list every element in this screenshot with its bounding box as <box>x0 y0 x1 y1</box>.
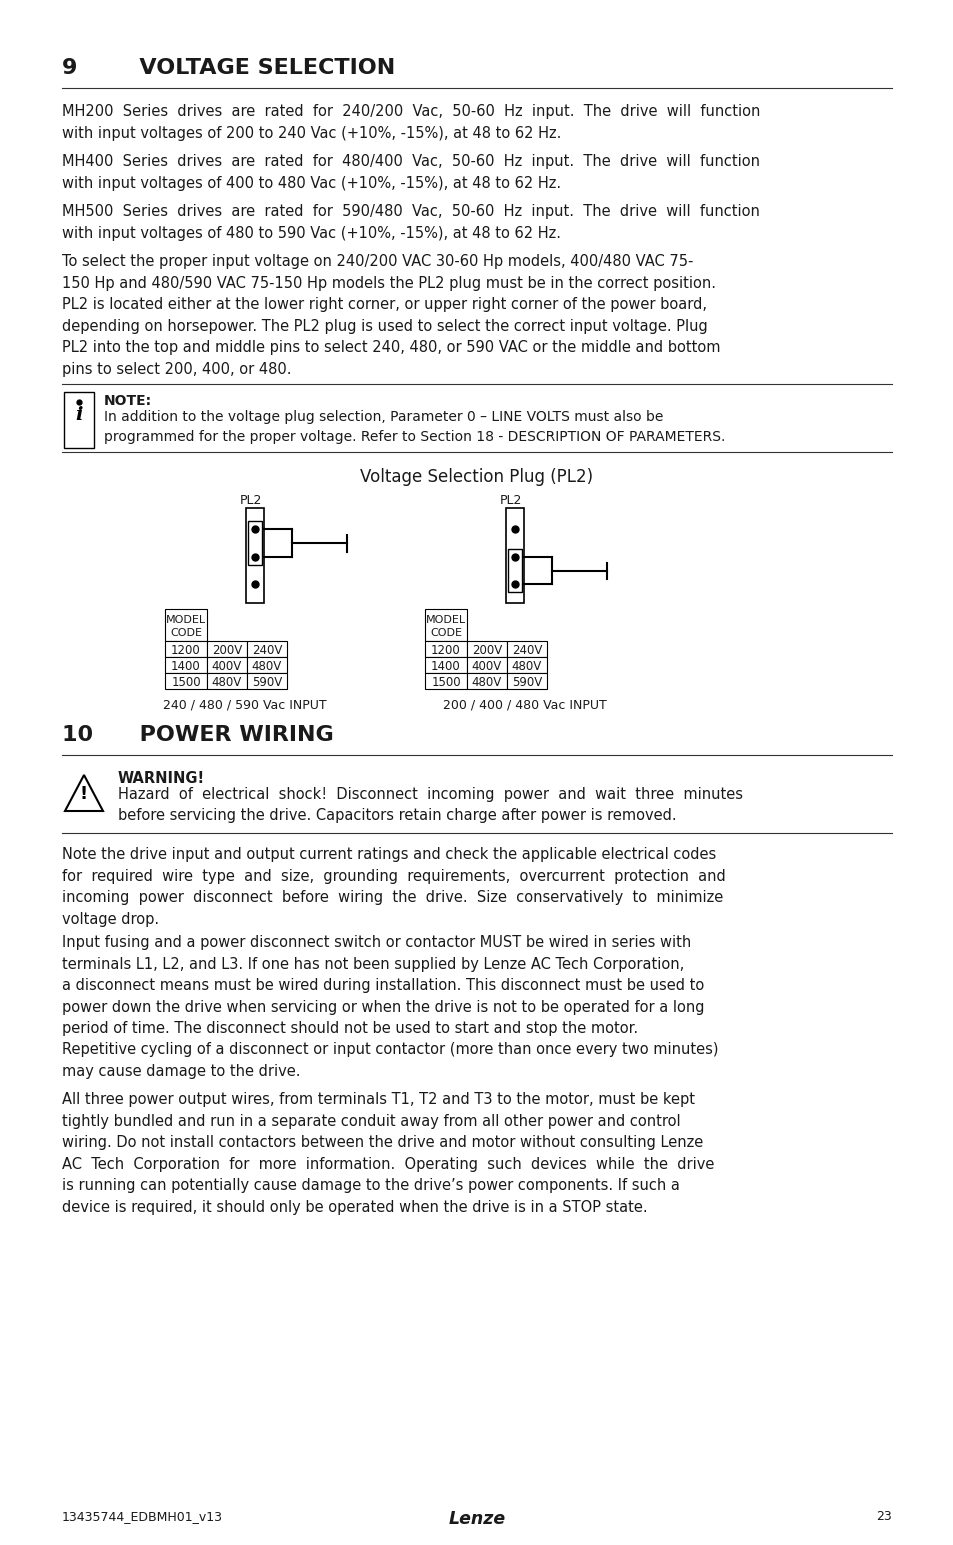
Text: 400V: 400V <box>212 660 242 674</box>
Bar <box>247 657 287 674</box>
Text: PL2: PL2 <box>499 494 522 507</box>
Text: 200V: 200V <box>472 644 501 657</box>
Text: 590V: 590V <box>512 677 541 689</box>
Text: MH500  Series  drives  are  rated  for  590/480  Vac,  50-60  Hz  input.  The  d: MH500 Series drives are rated for 590/48… <box>62 204 760 241</box>
Text: 590V: 590V <box>252 677 282 689</box>
Text: Hazard  of  electrical  shock!  Disconnect  incoming  power  and  wait  three  m: Hazard of electrical shock! Disconnect i… <box>118 786 742 823</box>
Text: 480V: 480V <box>472 677 501 689</box>
Text: 10      POWER WIRING: 10 POWER WIRING <box>62 725 334 745</box>
Bar <box>165 609 207 641</box>
Bar <box>467 657 506 674</box>
Text: 200V: 200V <box>212 644 242 657</box>
Bar <box>165 657 207 674</box>
Text: In addition to the voltage plug selection, Parameter 0 – LINE VOLTS must also be: In addition to the voltage plug selectio… <box>104 409 724 443</box>
Text: 13435744_EDBMH01_v13: 13435744_EDBMH01_v13 <box>62 1509 223 1523</box>
Text: Voltage Selection Plug (PL2): Voltage Selection Plug (PL2) <box>360 468 593 487</box>
Bar <box>467 674 506 689</box>
Text: 1200: 1200 <box>171 644 201 657</box>
Bar <box>165 641 207 657</box>
Text: To select the proper input voltage on 240/200 VAC 30-60 Hp models, 400/480 VAC 7: To select the proper input voltage on 24… <box>62 253 720 377</box>
Text: 9        VOLTAGE SELECTION: 9 VOLTAGE SELECTION <box>62 59 395 77</box>
Text: !: ! <box>80 785 88 803</box>
Bar <box>424 609 467 641</box>
Text: Repetitive cycling of a disconnect or input contactor (more than once every two : Repetitive cycling of a disconnect or in… <box>62 1041 718 1078</box>
Text: MH200  Series  drives  are  rated  for  240/200  Vac,  50-60  Hz  input.  The  d: MH200 Series drives are rated for 240/20… <box>62 104 760 141</box>
Bar <box>424 657 467 674</box>
Text: PL2: PL2 <box>240 494 262 507</box>
Bar <box>246 508 264 603</box>
Text: Note the drive input and output current ratings and check the applicable electri: Note the drive input and output current … <box>62 847 725 927</box>
Bar <box>506 641 546 657</box>
Text: MODEL
CODE: MODEL CODE <box>166 615 206 638</box>
Text: 1200: 1200 <box>431 644 460 657</box>
Bar <box>247 641 287 657</box>
Text: Lenze: Lenze <box>448 1509 505 1528</box>
Text: 1500: 1500 <box>171 677 200 689</box>
Bar <box>505 508 523 603</box>
Bar <box>506 657 546 674</box>
Bar <box>165 674 207 689</box>
Text: WARNING!: WARNING! <box>118 771 205 786</box>
Text: Input fusing and a power disconnect switch or contactor MUST be wired in series : Input fusing and a power disconnect swit… <box>62 935 703 1037</box>
Text: All three power output wires, from terminals T1, T2 and T3 to the motor, must be: All three power output wires, from termi… <box>62 1092 714 1214</box>
Text: 480V: 480V <box>512 660 541 674</box>
Bar <box>248 521 262 565</box>
Text: 480V: 480V <box>212 677 242 689</box>
Text: 200 / 400 / 480 Vac INPUT: 200 / 400 / 480 Vac INPUT <box>442 698 606 712</box>
Bar <box>467 641 506 657</box>
Text: 1500: 1500 <box>431 677 460 689</box>
Text: 240V: 240V <box>252 644 282 657</box>
Text: MH400  Series  drives  are  rated  for  480/400  Vac,  50-60  Hz  input.  The  d: MH400 Series drives are rated for 480/40… <box>62 154 760 190</box>
Text: 240V: 240V <box>511 644 541 657</box>
Text: i: i <box>75 406 83 423</box>
Text: 480V: 480V <box>252 660 282 674</box>
Bar <box>424 674 467 689</box>
Text: NOTE:: NOTE: <box>104 394 152 408</box>
Bar <box>64 392 94 448</box>
Text: 400V: 400V <box>472 660 501 674</box>
Text: MODEL
CODE: MODEL CODE <box>425 615 466 638</box>
Bar <box>507 550 521 592</box>
Text: 23: 23 <box>876 1509 891 1523</box>
Bar <box>207 674 247 689</box>
Text: 1400: 1400 <box>431 660 460 674</box>
Bar <box>424 641 467 657</box>
Bar <box>207 657 247 674</box>
Bar <box>247 674 287 689</box>
Text: 1400: 1400 <box>171 660 201 674</box>
Bar <box>207 641 247 657</box>
Text: 240 / 480 / 590 Vac INPUT: 240 / 480 / 590 Vac INPUT <box>163 698 327 712</box>
Bar <box>506 674 546 689</box>
